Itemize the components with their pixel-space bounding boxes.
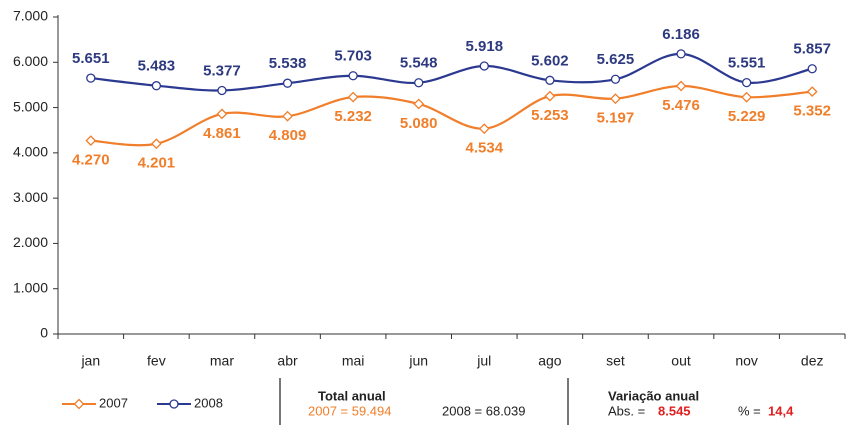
marker xyxy=(807,64,817,74)
value-label: 5.602 xyxy=(531,52,569,69)
value-label: 4.534 xyxy=(466,140,504,157)
marker xyxy=(348,71,358,81)
value-label: 5.253 xyxy=(531,107,569,124)
value-label: 4.201 xyxy=(138,155,176,172)
marker xyxy=(741,91,753,103)
legend-marker xyxy=(73,398,85,410)
marker xyxy=(610,74,621,84)
pct-value: 14,4 xyxy=(768,403,794,418)
y-tick-label: 2.000 xyxy=(13,234,48,250)
y-tick-label: 1.000 xyxy=(13,279,48,295)
value-label: 5.548 xyxy=(400,55,438,72)
y-tick-label: 4.000 xyxy=(13,144,48,160)
y-tick-label: 5.000 xyxy=(13,98,48,114)
x-tick-label: nov xyxy=(735,353,758,369)
value-label: 5.918 xyxy=(466,38,504,55)
abs-label: Abs. = xyxy=(608,403,645,418)
legend-label: 2008 xyxy=(194,395,223,410)
value-label: 5.651 xyxy=(72,50,110,67)
value-label: 4.270 xyxy=(72,152,110,169)
series-line xyxy=(90,52,813,92)
legend-label: 2007 xyxy=(99,395,128,410)
marker xyxy=(282,78,293,88)
marker xyxy=(347,91,359,103)
marker xyxy=(216,108,228,120)
marker xyxy=(544,90,556,102)
value-label: 5.197 xyxy=(597,110,635,127)
x-tick-label: out xyxy=(671,353,691,369)
value-label: 5.232 xyxy=(334,108,372,125)
marker xyxy=(150,138,162,150)
y-tick-label: 0 xyxy=(40,325,48,341)
marker xyxy=(675,80,687,92)
variation-title: Variação anual xyxy=(608,388,699,403)
marker xyxy=(806,86,818,98)
marker xyxy=(217,85,227,96)
x-tick-label: fev xyxy=(147,353,166,369)
value-label: 5.476 xyxy=(662,97,700,114)
series-line xyxy=(90,84,813,147)
value-label: 4.809 xyxy=(269,127,307,144)
marker xyxy=(610,93,621,105)
marker xyxy=(545,75,555,85)
legend-marker xyxy=(169,399,179,409)
pct-label: % = xyxy=(738,403,761,418)
x-tick-label: jan xyxy=(80,353,100,369)
x-tick-label: jul xyxy=(476,353,491,369)
marker xyxy=(479,61,489,71)
value-label: 4.861 xyxy=(203,125,241,142)
value-label: 5.857 xyxy=(793,41,831,58)
value-label: 5.625 xyxy=(597,51,635,68)
marker xyxy=(151,81,162,91)
marker xyxy=(86,73,96,83)
value-label: 6.186 xyxy=(662,26,700,43)
marker xyxy=(478,123,490,135)
x-tick-label: mar xyxy=(210,353,234,369)
value-label: 5.483 xyxy=(138,58,176,75)
value-label: 5.080 xyxy=(400,115,438,132)
marker xyxy=(413,98,425,110)
marker xyxy=(85,135,97,147)
marker xyxy=(282,110,293,122)
value-label: 5.229 xyxy=(728,108,766,125)
total-2007: 2007 = 59.494 xyxy=(308,403,392,418)
value-label: 5.352 xyxy=(793,103,831,120)
abs-value: 8.545 xyxy=(658,403,691,418)
x-tick-label: mai xyxy=(342,353,365,369)
y-tick-label: 7.000 xyxy=(13,8,48,24)
value-label: 5.703 xyxy=(334,48,372,65)
marker xyxy=(414,78,424,88)
x-tick-label: ago xyxy=(538,353,562,369)
total-2008: 2008 = 68.039 xyxy=(442,403,526,418)
x-tick-label: abr xyxy=(277,353,298,369)
x-tick-label: dez xyxy=(801,353,824,369)
y-tick-label: 6.000 xyxy=(13,53,48,69)
total-title: Total anual xyxy=(318,388,386,403)
marker xyxy=(741,77,752,88)
y-tick-label: 3.000 xyxy=(13,189,48,205)
value-label: 5.551 xyxy=(728,55,766,72)
x-tick-label: jun xyxy=(408,353,428,369)
x-tick-label: set xyxy=(606,353,625,369)
value-label: 5.377 xyxy=(203,62,241,79)
marker xyxy=(676,49,686,59)
value-label: 5.538 xyxy=(269,55,307,72)
